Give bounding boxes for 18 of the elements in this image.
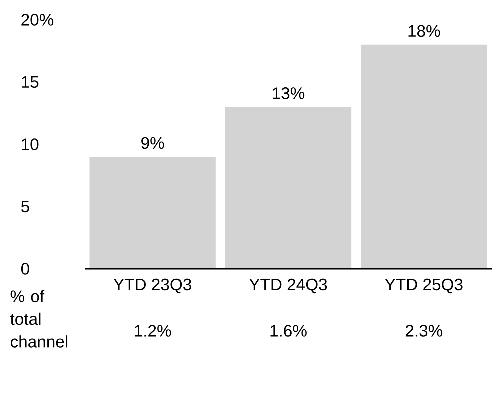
text: 1.2% xyxy=(135,325,172,337)
text: 1.6% xyxy=(270,325,307,337)
x-tick-label: YTD 24Q3 xyxy=(250,278,328,294)
text: % of total channel xyxy=(10,290,68,348)
y-tick-label: 5 xyxy=(21,200,30,213)
x-tick-label: YTD 25Q3 xyxy=(385,278,463,294)
bar xyxy=(361,44,488,269)
data-label: 9% xyxy=(142,137,164,150)
y-tick-label: 10 xyxy=(22,138,39,150)
bar xyxy=(225,107,352,269)
y-tick-label: 15 xyxy=(22,76,39,88)
y-tick-label: 20% xyxy=(22,14,54,26)
y-tick-label: 0 xyxy=(21,263,30,275)
data-label: 18% xyxy=(408,25,440,38)
x-tick-label: YTD 23Q3 xyxy=(114,278,192,294)
bar xyxy=(90,156,216,269)
text: 2.3% xyxy=(406,325,443,337)
data-label: 13% xyxy=(273,88,305,100)
